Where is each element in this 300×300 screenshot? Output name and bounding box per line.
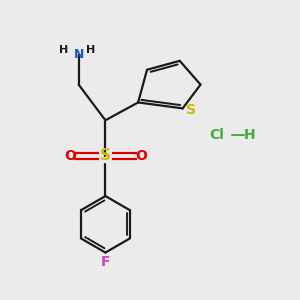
Text: N: N <box>74 48 84 62</box>
Text: H: H <box>59 45 68 56</box>
Text: Cl: Cl <box>209 128 224 142</box>
Text: S: S <box>186 103 196 117</box>
Text: F: F <box>101 255 110 269</box>
Text: H: H <box>86 45 95 56</box>
Text: O: O <box>64 149 76 163</box>
Text: O: O <box>135 149 147 163</box>
Text: S: S <box>100 148 111 164</box>
Text: H: H <box>244 128 255 142</box>
